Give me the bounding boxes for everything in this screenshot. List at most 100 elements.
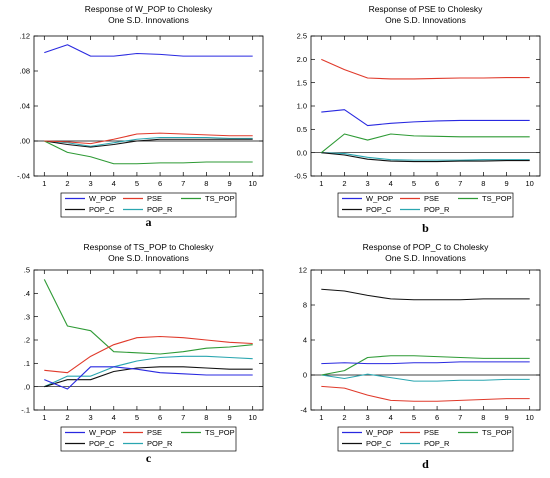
series-line-pop-c	[321, 152, 530, 163]
x-tick-label: 3	[366, 413, 370, 422]
legend: W_POP PSE TS_POP POP_C POP_R	[60, 426, 237, 452]
x-tick-label: 5	[135, 179, 139, 188]
x-tick-label: 2	[342, 179, 346, 188]
legend-label-w-pop: W_POP	[366, 194, 393, 203]
series-line-pse	[321, 58, 530, 80]
x-tick-label: 4	[389, 413, 393, 422]
legend-label-ts-pop: TS_POP	[482, 194, 512, 203]
legend-label-pop-c: POP_C	[366, 439, 392, 448]
y-tick-label: .08	[20, 67, 30, 76]
legend: W_POP PSE TS_POP POP_C POP_R	[337, 426, 514, 452]
y-tick-label: .2	[24, 336, 30, 345]
series-line-pse	[321, 385, 530, 402]
y-tick-label: .4	[24, 289, 30, 298]
legend: W_POP PSE TS_POP POP_C POP_R	[60, 192, 237, 218]
chart-subtitle: One S.D. Innovations	[108, 15, 189, 25]
series-line-ts-pop	[44, 140, 253, 165]
legend-box	[337, 426, 514, 452]
legend-box	[60, 192, 237, 218]
series-line-ts-pop	[320, 133, 530, 154]
series-line-w-pop	[321, 361, 530, 365]
chart-title: Response of W_POP to Cholesky	[85, 4, 213, 14]
x-tick-label: 7	[181, 413, 185, 422]
legend-label-pop-r: POP_R	[424, 205, 450, 214]
plot-frame	[33, 269, 264, 411]
y-tick-label: .00	[20, 137, 30, 146]
x-tick-label: 5	[412, 179, 416, 188]
y-tick-label: 0	[303, 371, 307, 380]
legend-label-pse: PSE	[424, 428, 439, 437]
x-tick-label: 6	[158, 413, 162, 422]
panel-caption: d	[422, 457, 429, 471]
y-tick-label: .12	[20, 32, 30, 41]
chart-subtitle: One S.D. Innovations	[385, 253, 466, 263]
y-tick-label: -0.5	[294, 172, 307, 181]
x-tick-label: 1	[319, 413, 323, 422]
series-line-pop-r	[321, 373, 530, 382]
legend-label-pop-r: POP_R	[424, 439, 450, 448]
x-tick-label: 6	[435, 179, 439, 188]
x-tick-label: 4	[112, 179, 116, 188]
y-tick-label: -.1	[21, 406, 30, 415]
plot-frame	[33, 35, 264, 177]
series-line-pop-r	[321, 152, 530, 161]
legend-label-w-pop: W_POP	[89, 428, 116, 437]
series-line-w-pop	[44, 44, 253, 57]
x-tick-label: 6	[158, 179, 162, 188]
y-tick-label: -4	[300, 406, 307, 415]
x-tick-label: 3	[89, 413, 93, 422]
x-tick-label: 8	[204, 179, 208, 188]
panel-caption: c	[146, 451, 152, 465]
y-tick-label: .1	[24, 359, 30, 368]
x-tick-label: 9	[504, 179, 508, 188]
legend-label-pse: PSE	[147, 428, 162, 437]
series-line-pop-r	[44, 355, 253, 388]
series-line-pse	[44, 335, 253, 374]
y-tick-label: -.04	[17, 172, 30, 181]
series-line-ts-pop	[321, 355, 530, 376]
x-tick-label: 8	[481, 413, 485, 422]
x-tick-label: 1	[42, 179, 46, 188]
y-tick-label: 2.5	[297, 32, 307, 41]
x-tick-label: 1	[319, 179, 323, 188]
x-tick-label: 7	[458, 413, 462, 422]
x-tick-label: 2	[65, 179, 69, 188]
legend-label-pse: PSE	[147, 194, 162, 203]
x-tick-label: 9	[227, 179, 231, 188]
x-tick-label: 8	[481, 179, 485, 188]
x-tick-label: 7	[458, 179, 462, 188]
y-tick-label: 0.5	[297, 125, 307, 134]
chart-subtitle: One S.D. Innovations	[385, 15, 466, 25]
x-tick-label: 10	[526, 413, 534, 422]
series-line-pop-c	[44, 138, 253, 148]
legend-label-ts-pop: TS_POP	[205, 428, 235, 437]
y-tick-label: 12	[299, 266, 307, 275]
x-tick-label: 5	[412, 413, 416, 422]
legend-label-ts-pop: TS_POP	[205, 194, 235, 203]
chart-title: Response of PSE to Cholesky	[369, 4, 484, 14]
series-line-pop-c	[321, 288, 530, 301]
legend: W_POP PSE TS_POP POP_C POP_R	[337, 192, 514, 218]
legend-label-pop-c: POP_C	[89, 205, 115, 214]
series-line-pop-c	[44, 366, 253, 388]
x-tick-label: 2	[342, 413, 346, 422]
series-line-ts-pop	[43, 279, 253, 355]
x-tick-label: 4	[112, 413, 116, 422]
legend-label-pop-c: POP_C	[366, 205, 392, 214]
x-tick-label: 9	[227, 413, 231, 422]
x-tick-label: 10	[526, 179, 534, 188]
legend-label-ts-pop: TS_POP	[482, 428, 512, 437]
legend-label-pse: PSE	[424, 194, 439, 203]
x-tick-label: 6	[435, 413, 439, 422]
x-tick-label: 5	[135, 413, 139, 422]
x-tick-label: 10	[249, 179, 257, 188]
legend-label-pop-r: POP_R	[147, 205, 173, 214]
chart-title: Response of TS_POP to Cholesky	[83, 242, 214, 252]
y-tick-label: 8	[303, 301, 307, 310]
legend-label-pop-c: POP_C	[89, 439, 115, 448]
y-tick-label: 0.0	[297, 148, 307, 157]
